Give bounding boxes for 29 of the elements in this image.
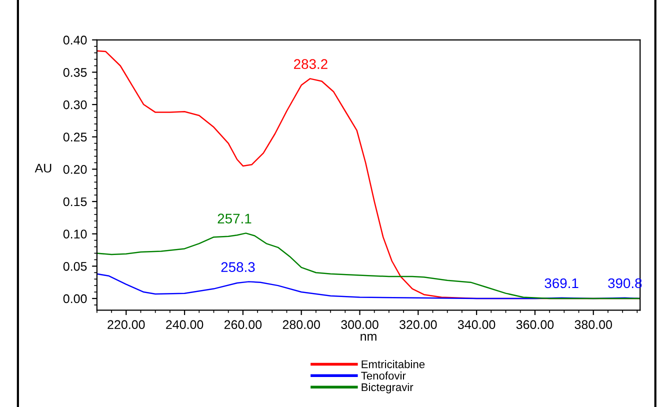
x-axis-title: nm bbox=[360, 334, 376, 341]
y-axis-title: AU bbox=[34, 164, 52, 173]
y-tick-label: 0.35 bbox=[63, 68, 87, 77]
line-series bbox=[96, 273, 640, 300]
y-tick-label: 0.20 bbox=[63, 164, 87, 174]
y-tick-label: 0.05 bbox=[63, 262, 87, 271]
y-tick-label: 0.40 bbox=[63, 36, 87, 45]
y-tick-label: 0.10 bbox=[63, 230, 87, 238]
x-tick-label: 260.00 bbox=[224, 320, 262, 330]
y-tick-label: 0.30 bbox=[63, 100, 87, 110]
x-tick-label: 280.00 bbox=[282, 320, 320, 330]
x-tick-label: 360.00 bbox=[516, 320, 554, 330]
legend-label: Emtricitabine bbox=[362, 360, 425, 368]
x-tick-label: 240.00 bbox=[166, 320, 204, 330]
legend-label: Tenofovir bbox=[361, 372, 406, 380]
y-tick-label: 0.00 bbox=[63, 294, 87, 304]
y-tick-label: 0.25 bbox=[63, 132, 87, 142]
x-tick-label: 220.00 bbox=[108, 320, 145, 330]
annotation: 283.2 bbox=[294, 59, 328, 69]
x-tick-label: 300.00 bbox=[341, 320, 378, 330]
y-tick-label: 0.15 bbox=[63, 197, 87, 206]
legend-label: Bictegravir bbox=[362, 382, 414, 394]
line-series bbox=[96, 232, 640, 300]
annotation: 257.1 bbox=[218, 214, 252, 224]
x-tick-label: 380.00 bbox=[574, 320, 612, 330]
annotation: 258.3 bbox=[221, 262, 255, 272]
x-tick-label: 320.00 bbox=[400, 320, 437, 330]
x-tick-label: 340.00 bbox=[458, 320, 496, 330]
annotation: 369.1 bbox=[544, 278, 578, 288]
